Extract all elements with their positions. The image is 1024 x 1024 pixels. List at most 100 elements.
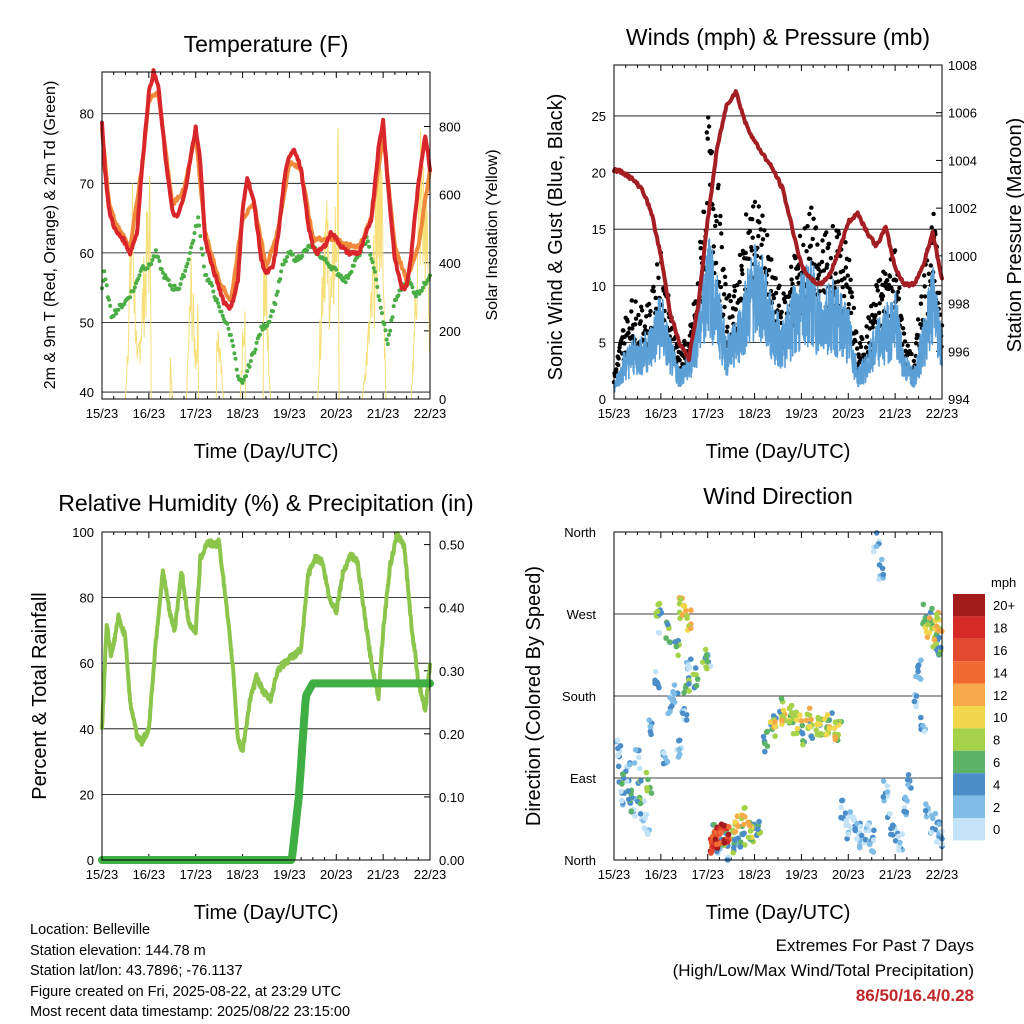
gust-point [781,291,786,296]
gust-point [843,265,849,270]
x-tick-label: 18/23 [738,867,771,882]
wind-direction-point [690,671,697,678]
gust-point [771,296,776,301]
gust-point [807,211,812,217]
dewpoint-point [204,273,209,277]
wind-direction-point [636,765,643,772]
dewpoint-point [233,356,238,361]
wind-direction-point [726,824,732,830]
gust-point [722,274,728,279]
wind-direction-point [862,836,869,843]
gust-point [833,271,838,276]
temperature-title: Temperature (F) [184,31,349,57]
gust-point [740,271,745,277]
gust-point [857,340,863,346]
gust-point [751,204,756,209]
gust-point [810,236,815,242]
wind-direction-point [865,822,871,828]
gust-point [621,328,626,333]
wind-direction-point [920,601,927,608]
gust-point [713,213,718,219]
wind-direction-point [663,635,669,641]
gust-point [653,295,658,301]
wind-direction-point [692,665,699,671]
dewpoint-point [288,249,293,254]
x-tick-label: 22/23 [926,406,959,421]
wind-direction-point [931,636,938,643]
legend-label: 20+ [993,598,1015,613]
wind-direction-point [764,743,771,749]
wind-direction-point [879,556,885,563]
dewpoint-point [183,268,188,273]
gust-point [854,330,859,335]
wind-direction-point [843,817,850,824]
x-tick-label: 17/23 [691,867,724,882]
gust-point [622,341,627,346]
direction-tick-label: North [564,853,596,868]
gust-point [901,331,907,336]
dewpoint-point [145,266,150,271]
wind-direction-point [867,827,873,834]
wind-direction-point [735,823,741,830]
dewpoint-point [351,263,356,268]
dewpoint-point [206,277,211,282]
gust-point [825,262,830,267]
gust-point [922,294,928,299]
gust-point [725,324,730,329]
wind-direction-point [934,615,940,621]
y2-tick-label: 994 [948,392,970,407]
gust-point [758,227,763,232]
wind-direction-point [873,530,880,536]
gust-point [843,240,848,245]
dewpoint-point [198,234,203,239]
wind-direction-point [732,828,739,835]
wind-direction-point [652,668,659,675]
dewpoint-point [369,257,374,261]
dewpoint-point [210,283,215,288]
gust-point [845,273,850,278]
wind-direction-point [694,676,701,682]
gust-point [738,296,744,301]
gust-point [701,209,707,215]
gust-point [749,248,754,253]
gust-point [835,279,841,284]
dewpoint-point [196,215,201,220]
wind-direction-xlabel: Time (Day/UTC) [706,902,851,924]
wind-direction-point [702,646,709,653]
wind-direction-point [739,812,746,819]
wind-direction-point [832,736,839,743]
gust-point [711,206,716,212]
humidity-precip-panel: Relative Humidity (%) & Precipitation (i… [29,490,474,924]
gust-point [870,325,875,330]
dewpoint-point [410,285,415,290]
wind-direction-point [637,800,644,807]
legend-label: 4 [993,777,1000,792]
dewpoint-point [273,302,278,307]
legend-swatch [953,706,985,729]
y-tick-label: 60 [80,656,94,671]
gust-point [919,294,924,299]
dewpoint-point [187,251,192,255]
wind-direction-point [755,826,761,832]
wind-direction-point [815,714,821,721]
wind-direction-point [843,822,849,828]
dewpoint-point [240,380,245,385]
gust-point [759,242,764,247]
dewpoint-point [102,269,107,274]
x-tick-label: 22/23 [926,867,959,882]
gust-point [762,228,767,233]
wind-direction-point [873,543,880,550]
dewpoint-point [201,264,206,269]
gust-point [760,213,765,218]
wind-direction-point [632,813,638,819]
wind-direction-point [806,724,813,730]
gust-point [911,358,917,364]
wind-direction-point [778,695,785,702]
legend-label: 0 [993,822,1000,837]
wind-direction-point [897,839,903,846]
gust-point [769,257,774,262]
x-tick-label: 16/23 [645,867,678,882]
pressure-y2label: Station Pressure (Maroon) [1004,118,1024,353]
gust-point [885,278,890,283]
wind-direction-point [684,615,690,621]
